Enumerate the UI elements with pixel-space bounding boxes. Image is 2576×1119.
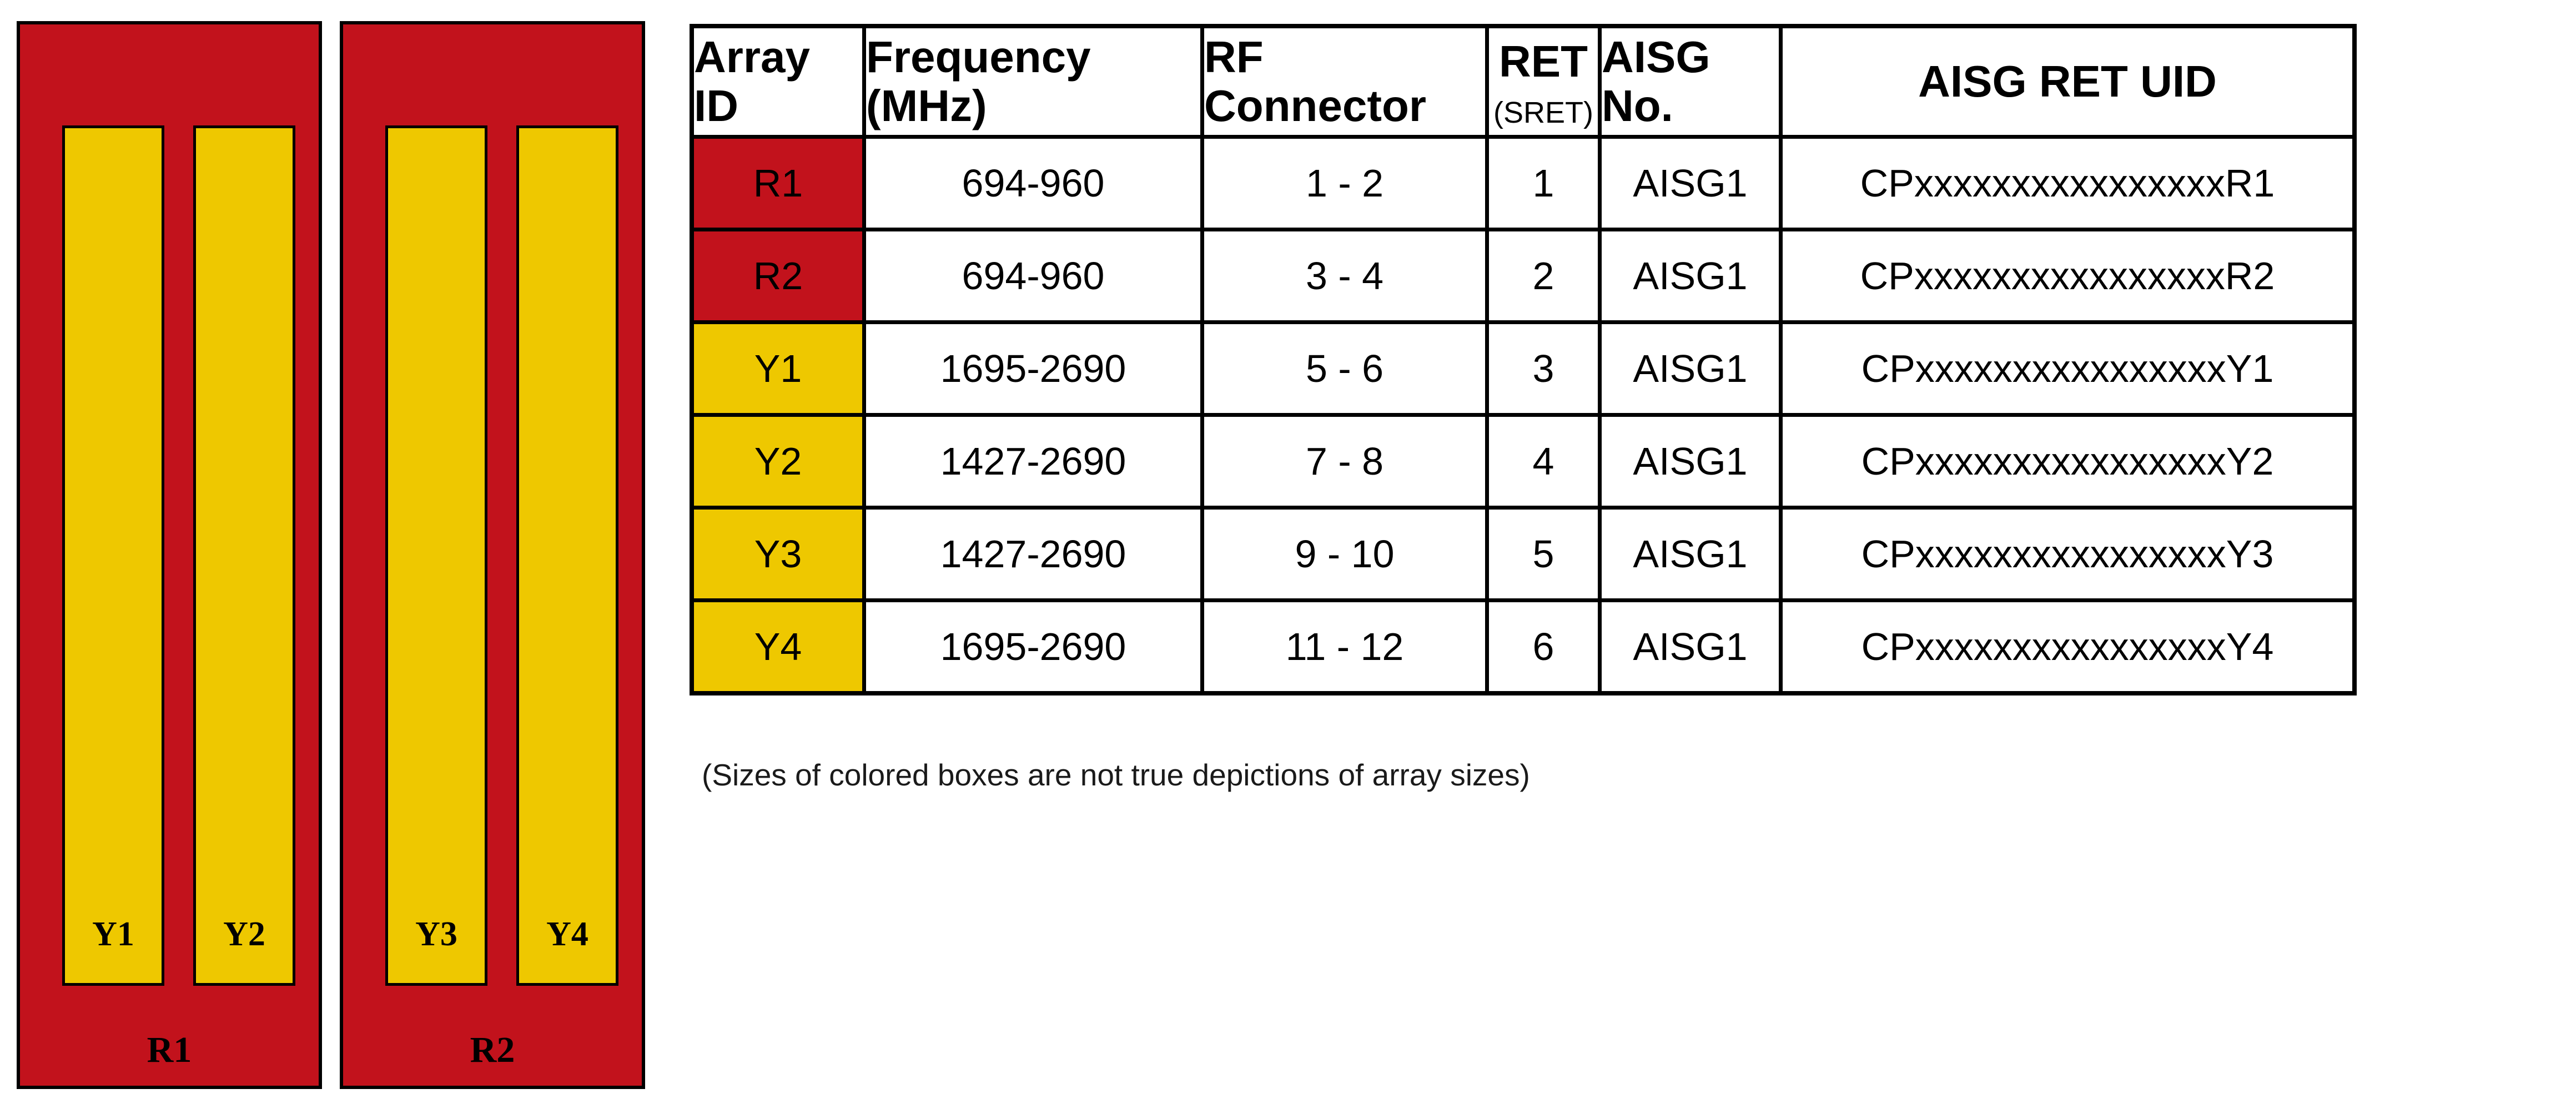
array-id-cell: R1 bbox=[694, 135, 862, 228]
size-disclaimer-note: (Sizes of colored boxes are not true dep… bbox=[702, 758, 1530, 792]
frequency-cell: 694-960 bbox=[862, 228, 1200, 320]
frequency-cell: 1427-2690 bbox=[862, 413, 1200, 506]
aisg-ret-uid-cell: CPxxxxxxxxxxxxxxxxY4 bbox=[1779, 598, 2352, 691]
array-label: Y1 bbox=[92, 915, 134, 953]
array-id-cell: Y2 bbox=[694, 413, 862, 506]
ret-cell: 1 bbox=[1485, 135, 1598, 228]
frequency-cell: 1427-2690 bbox=[862, 506, 1200, 598]
ret-header-sub: (SRET) bbox=[1493, 95, 1593, 129]
ret-cell: 4 bbox=[1485, 413, 1598, 506]
array-label: Y2 bbox=[223, 915, 265, 953]
aisg-no-cell: AISG1 bbox=[1598, 598, 1779, 691]
array-id-cell: Y1 bbox=[694, 320, 862, 413]
array-spec-table: Array ID Frequency (MHz) RF Connector RE… bbox=[690, 24, 2357, 695]
aisg-no-cell: AISG1 bbox=[1598, 413, 1779, 506]
array-id-cell: R2 bbox=[694, 228, 862, 320]
panel-label: R1 bbox=[147, 1030, 192, 1070]
ret-cell: 6 bbox=[1485, 598, 1598, 691]
frequency-cell: 1695-2690 bbox=[862, 320, 1200, 413]
array-box-y2: Y2 bbox=[193, 125, 295, 986]
column-header-rf-connector: RF Connector bbox=[1200, 28, 1485, 135]
aisg-ret-uid-cell: CPxxxxxxxxxxxxxxxxY2 bbox=[1779, 413, 2352, 506]
rf-connector-cell: 9 - 10 bbox=[1200, 506, 1485, 598]
antenna-panel-r1: Y1 Y2 R1 bbox=[17, 21, 322, 1089]
ret-cell: 3 bbox=[1485, 320, 1598, 413]
rf-connector-cell: 1 - 2 bbox=[1200, 135, 1485, 228]
column-header-array-id: Array ID bbox=[694, 28, 862, 135]
array-box-y4: Y4 bbox=[516, 125, 618, 986]
aisg-ret-uid-cell: CPxxxxxxxxxxxxxxxxY3 bbox=[1779, 506, 2352, 598]
array-label: Y4 bbox=[546, 915, 588, 953]
panel-label: R2 bbox=[470, 1030, 515, 1070]
ret-header-main: RET bbox=[1499, 37, 1588, 86]
column-header-aisg-no: AISG No. bbox=[1598, 28, 1779, 135]
aisg-no-cell: AISG1 bbox=[1598, 506, 1779, 598]
frequency-cell: 1695-2690 bbox=[862, 598, 1200, 691]
column-header-aisg-ret-uid: AISG RET UID bbox=[1779, 28, 2352, 135]
rf-connector-cell: 7 - 8 bbox=[1200, 413, 1485, 506]
rf-connector-cell: 11 - 12 bbox=[1200, 598, 1485, 691]
column-header-frequency: Frequency (MHz) bbox=[862, 28, 1200, 135]
aisg-no-cell: AISG1 bbox=[1598, 135, 1779, 228]
aisg-ret-uid-cell: CPxxxxxxxxxxxxxxxxR1 bbox=[1779, 135, 2352, 228]
column-header-ret: RET (SRET) bbox=[1485, 28, 1598, 135]
ret-cell: 5 bbox=[1485, 506, 1598, 598]
aisg-ret-uid-cell: CPxxxxxxxxxxxxxxxxY1 bbox=[1779, 320, 2352, 413]
aisg-no-cell: AISG1 bbox=[1598, 228, 1779, 320]
aisg-ret-uid-cell: CPxxxxxxxxxxxxxxxxR2 bbox=[1779, 228, 2352, 320]
rf-connector-cell: 3 - 4 bbox=[1200, 228, 1485, 320]
array-box-y1: Y1 bbox=[62, 125, 164, 986]
array-box-y3: Y3 bbox=[385, 125, 487, 986]
array-id-cell: Y4 bbox=[694, 598, 862, 691]
ret-cell: 2 bbox=[1485, 228, 1598, 320]
rf-connector-cell: 5 - 6 bbox=[1200, 320, 1485, 413]
frequency-cell: 694-960 bbox=[862, 135, 1200, 228]
aisg-no-cell: AISG1 bbox=[1598, 320, 1779, 413]
antenna-panel-r2: Y3 Y4 R2 bbox=[340, 21, 645, 1089]
array-id-cell: Y3 bbox=[694, 506, 862, 598]
array-label: Y3 bbox=[415, 915, 457, 953]
